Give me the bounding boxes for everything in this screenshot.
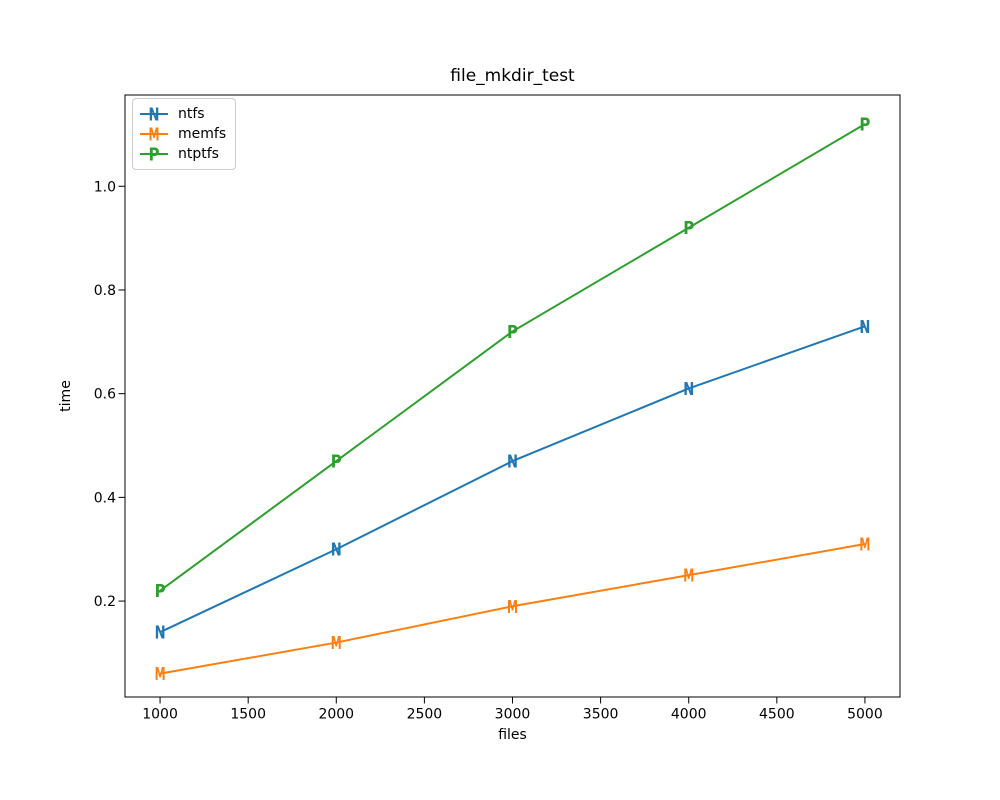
marker-memfs-4000: M: [683, 566, 694, 587]
legend-label-ntptfs: ntptfs: [178, 146, 219, 162]
y-tick-label-0.8: 0.8: [94, 283, 116, 299]
marker-memfs-1000: M: [155, 664, 166, 685]
x-tick-label-1500: 1500: [230, 707, 266, 723]
marker-ntptfs-4000: P: [683, 218, 694, 239]
legend-label-ntfs: ntfs: [178, 106, 205, 122]
plot-border: [124, 94, 901, 698]
y-axis-label: time: [58, 380, 74, 412]
series-line-ntptfs: [159, 123, 866, 592]
x-tick-label-1000: 1000: [142, 707, 178, 723]
marker-ntptfs-2000: P: [331, 452, 342, 473]
legend-marker-memfs: M: [140, 125, 168, 143]
x-tick-label-3500: 3500: [583, 707, 619, 723]
marker-ntptfs-1000: P: [155, 581, 166, 602]
legend-marker-ntfs: N: [140, 105, 168, 123]
series-line-ntfs: [159, 325, 866, 634]
y-tick-label-0.2: 0.2: [94, 594, 116, 610]
y-tick-label-1: 1.0: [94, 179, 116, 195]
legend-marker-ntptfs: P: [140, 145, 168, 163]
x-tick-label-2500: 2500: [407, 707, 443, 723]
marker-memfs-5000: M: [859, 535, 870, 556]
marker-ntfs-4000: N: [683, 379, 694, 400]
chart-title: file_mkdir_test: [450, 66, 575, 86]
x-tick-label-4000: 4000: [671, 707, 707, 723]
legend-label-memfs: memfs: [178, 126, 227, 142]
marker-memfs-3000: M: [507, 597, 518, 618]
marker-ntfs-1000: N: [155, 623, 166, 644]
x-tick-label-5000: 5000: [847, 707, 883, 723]
svg-text:N: N: [149, 105, 160, 123]
svg-text:P: P: [149, 145, 160, 163]
series-line-memfs: [159, 543, 866, 675]
y-tick-label-0.6: 0.6: [94, 387, 116, 403]
marker-memfs-2000: M: [331, 633, 342, 654]
x-axis-label: files: [498, 727, 527, 743]
x-tick-label-2000: 2000: [318, 707, 354, 723]
marker-ntptfs-5000: P: [859, 115, 870, 136]
y-tick-label-0.4: 0.4: [94, 490, 116, 506]
x-tick-label-4500: 4500: [759, 707, 795, 723]
marker-ntfs-3000: N: [507, 452, 518, 473]
marker-ntfs-2000: N: [331, 540, 342, 561]
marker-ntfs-5000: N: [859, 317, 870, 338]
svg-text:M: M: [149, 125, 160, 143]
x-tick-label-3000: 3000: [495, 707, 531, 723]
marker-ntptfs-3000: P: [507, 322, 518, 343]
